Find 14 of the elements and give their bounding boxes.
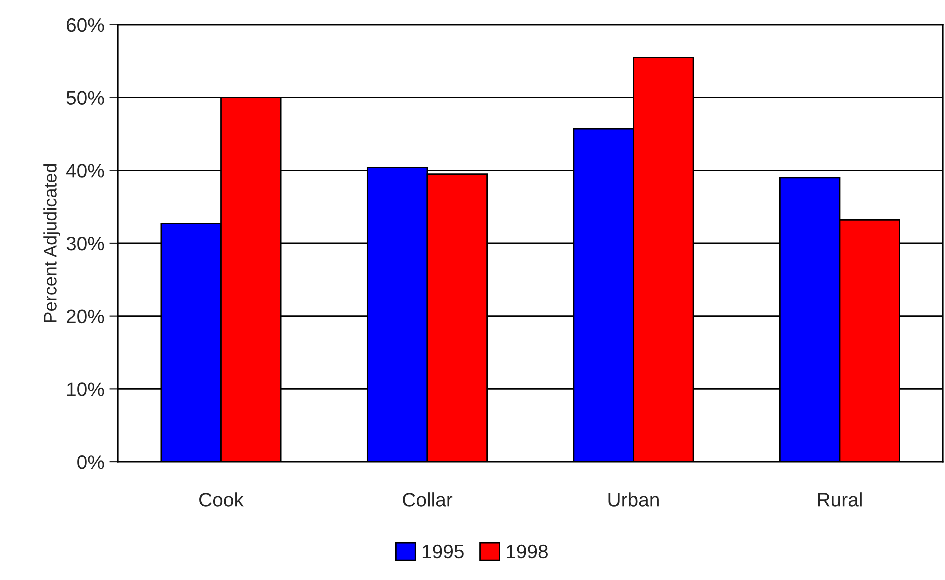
y-tick-label: 0% — [78, 455, 104, 470]
x-tick-label: Urban — [608, 492, 659, 507]
legend-label: 1998 — [507, 544, 548, 559]
y-tick-label: 40% — [66, 164, 104, 178]
y-tick-label: 10% — [67, 382, 104, 396]
legend-label: 1995 — [422, 544, 464, 559]
y-tick-label: 20% — [66, 310, 104, 324]
y-axis-title: Percent Adjudicated — [44, 164, 60, 322]
x-tick-label: Cook — [200, 492, 244, 507]
y-tick-label: 60% — [67, 18, 104, 32]
x-tick-label: Collar — [403, 492, 453, 507]
y-tick-label: 50% — [66, 91, 104, 106]
x-tick-label: Rural — [818, 492, 862, 507]
y-tick-label: 30% — [66, 236, 104, 251]
